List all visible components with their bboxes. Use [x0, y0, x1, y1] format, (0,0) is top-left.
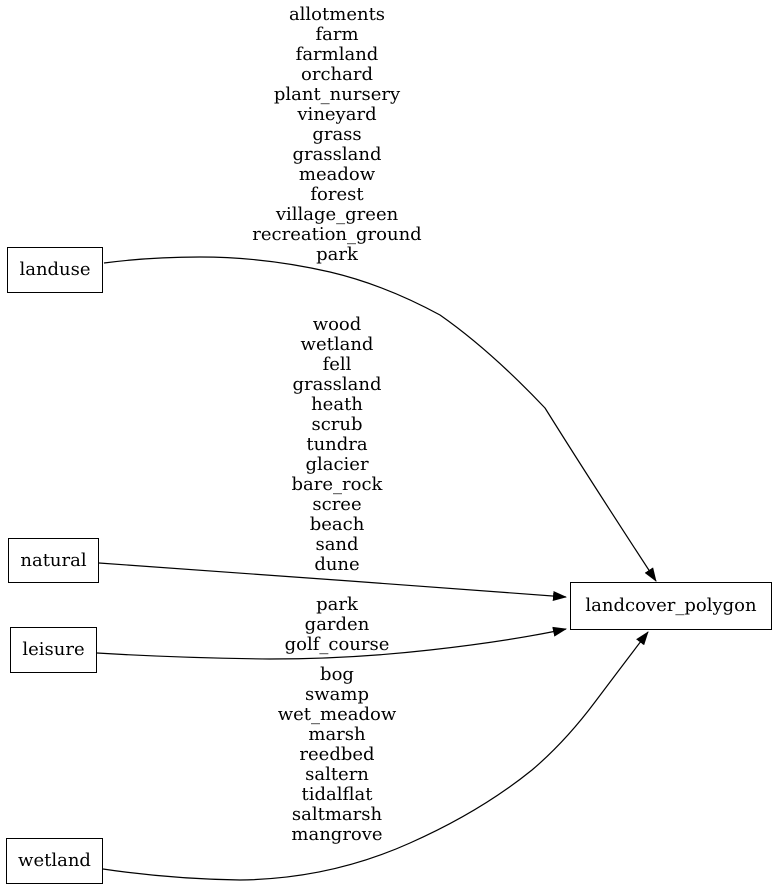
edge-label-natural-values: wood wetland fell grassland heath scrub … — [291, 314, 383, 575]
node-landuse: landuse — [7, 247, 103, 293]
node-landcover-polygon: landcover_polygon — [570, 582, 772, 630]
node-landcover-polygon-label: landcover_polygon — [585, 595, 757, 616]
node-leisure: leisure — [10, 627, 97, 673]
node-landuse-label: landuse — [19, 259, 91, 280]
node-natural-label: natural — [20, 549, 87, 571]
node-wetland: wetland — [6, 838, 103, 884]
edge-label-leisure-values: park garden golf_course — [284, 594, 390, 655]
edge-wetland-to-landcover — [102, 631, 649, 881]
node-wetland-label: wetland — [18, 850, 91, 871]
edge-landuse-to-landcover — [103, 256, 657, 582]
edge-label-wetland-values: bog swamp wet_meadow marsh reedbed salte… — [277, 664, 397, 845]
edge-leisure-to-landcover — [96, 626, 567, 660]
edge-label-landuse-values: allotments farm farmland orchard plant_n… — [252, 4, 422, 265]
node-natural: natural — [8, 538, 99, 583]
edge-natural-to-landcover — [98, 562, 567, 602]
node-leisure-label: leisure — [22, 639, 85, 660]
